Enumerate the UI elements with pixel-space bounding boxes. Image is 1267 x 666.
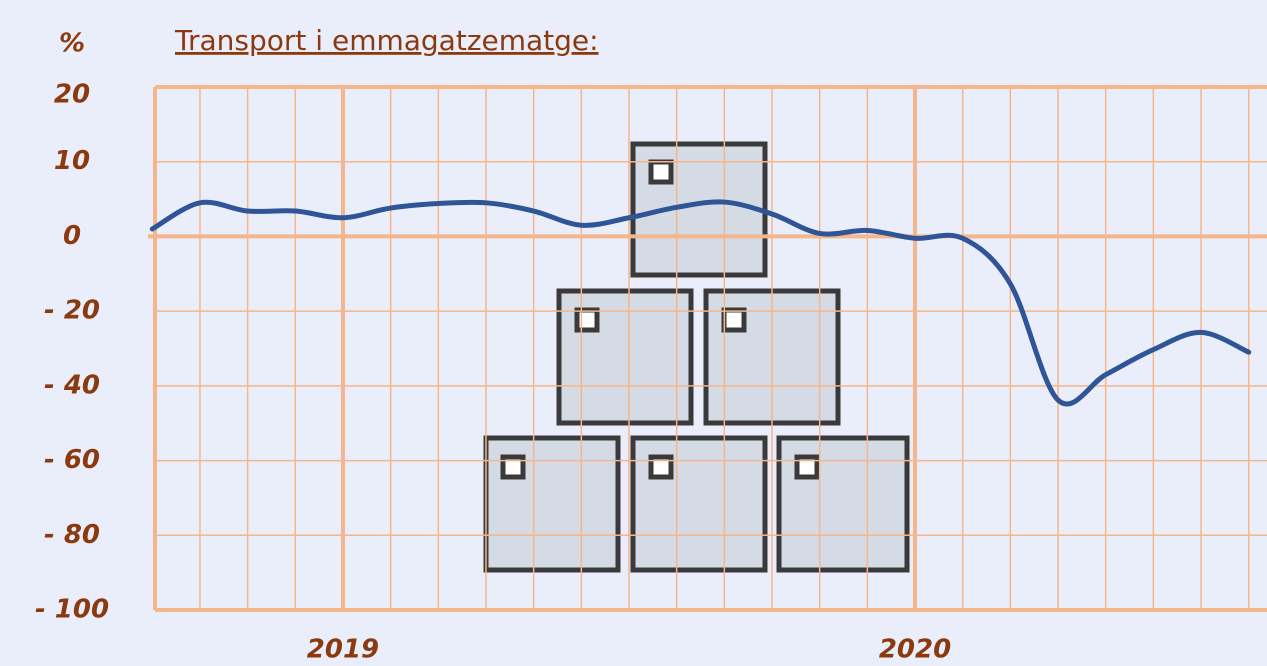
chart-title: Transport i emmagatzematge: [174, 24, 599, 57]
y-tick-label: - 40 [44, 370, 100, 400]
y-tick-label: - 20 [44, 296, 100, 326]
y-tick-label: - 100 [35, 595, 109, 625]
x-tick-label: 2020 [879, 635, 951, 665]
series-line [149, 199, 1252, 407]
y-tick-label: - 80 [44, 520, 100, 550]
y-tick-label: - 60 [44, 445, 100, 475]
y-tick-label: 20 [54, 80, 90, 110]
x-tick-label: 2019 [307, 635, 379, 665]
y-unit: % [59, 29, 85, 59]
y-tick-label: 10 [54, 146, 90, 176]
y-tick-label: 0 [63, 221, 81, 251]
